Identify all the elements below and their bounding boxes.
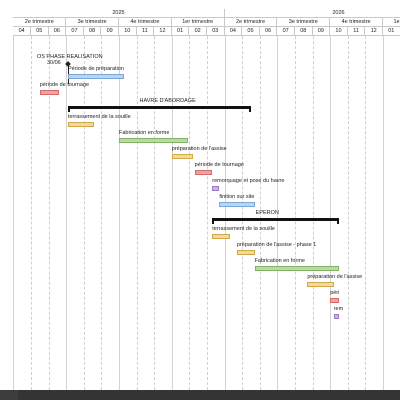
month-gridline bbox=[66, 36, 68, 390]
task-label: terrassement de la souille bbox=[212, 226, 275, 232]
task-bar[interactable] bbox=[333, 314, 339, 319]
task-label: période de tournage bbox=[194, 162, 244, 168]
month-gridline bbox=[207, 36, 208, 390]
summary-bar[interactable] bbox=[67, 106, 252, 112]
month-cell: 04 bbox=[13, 27, 31, 36]
month-cell: 11 bbox=[136, 27, 155, 36]
task-bar[interactable] bbox=[307, 282, 334, 287]
month-cell: 07 bbox=[66, 27, 84, 36]
quarter-cell: 1er trimestre bbox=[171, 18, 225, 27]
month-gridline bbox=[330, 36, 332, 390]
month-gridline bbox=[83, 36, 85, 390]
task-bar[interactable] bbox=[119, 138, 188, 143]
quarter-cell: 4e trimestre bbox=[330, 18, 383, 27]
month-cell: 12 bbox=[365, 27, 383, 36]
month-cell: 09 bbox=[101, 27, 119, 36]
month-cell: 10 bbox=[330, 27, 348, 36]
quarter-cell: 1er trimestre bbox=[383, 18, 400, 27]
month-cell: 04 bbox=[224, 27, 243, 36]
task-label: préparation de l'assise - phase 1 bbox=[236, 242, 317, 248]
month-cell: 01 bbox=[383, 27, 400, 36]
summary-label: EPERON bbox=[255, 210, 279, 216]
month-cell: 05 bbox=[31, 27, 49, 36]
month-cell: 09 bbox=[312, 27, 331, 36]
month-gridline bbox=[295, 36, 296, 390]
month-gridline bbox=[101, 36, 103, 390]
year-cell: 2026 bbox=[224, 9, 400, 18]
task-label: péri bbox=[330, 290, 340, 296]
quarter-cell: 2e trimestre bbox=[224, 18, 278, 27]
month-gridline bbox=[242, 36, 244, 390]
task-label: Fabrication en forme bbox=[119, 130, 170, 136]
month-gridline bbox=[13, 36, 15, 390]
month-cell: 06 bbox=[48, 27, 67, 36]
summary-label: HAVRE D'ABORDAGE bbox=[139, 98, 196, 104]
milestone-label: OS PHASE REALISATION bbox=[36, 54, 103, 60]
month-gridline bbox=[259, 36, 261, 390]
year-cell: 2025 bbox=[13, 9, 225, 18]
month-gridline bbox=[171, 36, 173, 390]
task-bar[interactable] bbox=[212, 186, 220, 191]
month-cell: 05 bbox=[242, 27, 260, 36]
month-gridline bbox=[312, 36, 314, 390]
task-label: Fabrication en forme bbox=[254, 258, 305, 264]
quarter-cell: 4e trimestre bbox=[119, 18, 172, 27]
task-label: terrassement de la souille bbox=[67, 114, 131, 120]
month-cell: 11 bbox=[347, 27, 366, 36]
month-cell: 08 bbox=[295, 27, 313, 36]
task-bar[interactable] bbox=[67, 74, 125, 79]
task-bar[interactable] bbox=[39, 90, 60, 95]
month-gridline bbox=[48, 36, 50, 390]
task-label: période de tournage bbox=[39, 82, 90, 88]
task-label: remorquage et pose du havre bbox=[212, 178, 285, 184]
task-label: rem bbox=[333, 306, 344, 312]
month-header-row: 04 05 06 07 08 09 10 11 12 01 02 03 04 05 06 07 08 09 10 11… bbox=[0, 27, 400, 36]
month-gridline bbox=[383, 36, 384, 390]
month-cell: 01 bbox=[171, 27, 190, 36]
month-cell: 07 bbox=[277, 27, 295, 36]
month-cell: 03 bbox=[207, 27, 225, 36]
quarter-header-row: 2e trimestre 3e trimestre 4e trimestre 1er … bbox=[0, 18, 400, 27]
month-gridline bbox=[119, 36, 120, 390]
task-bar[interactable] bbox=[330, 298, 339, 303]
task-bar[interactable] bbox=[67, 122, 95, 127]
year-header-row: 2025 2026 bbox=[0, 9, 400, 18]
milestone-date: 30/06 bbox=[46, 60, 61, 66]
os-taskbar bbox=[0, 390, 400, 400]
task-bar[interactable] bbox=[171, 154, 193, 159]
month-cell: 12 bbox=[154, 27, 172, 36]
month-cell: 10 bbox=[119, 27, 137, 36]
task-label: finition sur site bbox=[219, 194, 255, 200]
task-bar[interactable] bbox=[236, 250, 255, 255]
month-gridline bbox=[365, 36, 367, 390]
gantt-chart: 2025 2026 2e trimestre 3e trimestre 4e trim… bbox=[0, 9, 400, 390]
month-gridline bbox=[347, 36, 349, 390]
month-gridline bbox=[136, 36, 138, 390]
task-bar[interactable] bbox=[254, 266, 339, 271]
month-gridline bbox=[189, 36, 191, 390]
month-cell: 06 bbox=[259, 27, 278, 36]
month-gridline bbox=[154, 36, 156, 390]
start-button[interactable] bbox=[0, 390, 18, 400]
quarter-cell: 2e trimestre bbox=[13, 18, 67, 27]
task-label: Période de préparation bbox=[67, 66, 124, 72]
month-cell: 02 bbox=[189, 27, 207, 36]
task-bar[interactable] bbox=[194, 170, 213, 175]
month-gridline bbox=[277, 36, 279, 390]
task-bar[interactable] bbox=[212, 234, 230, 239]
month-cell: 08 bbox=[83, 27, 102, 36]
month-gridline bbox=[31, 36, 32, 390]
quarter-cell: 3e trimestre bbox=[66, 18, 119, 27]
summary-bar[interactable] bbox=[212, 218, 339, 224]
task-label: préparation de l'assise bbox=[307, 274, 363, 280]
task-bar[interactable] bbox=[219, 202, 255, 207]
task-label: préparation de l'assise bbox=[171, 146, 227, 152]
quarter-cell: 3e trimestre bbox=[277, 18, 331, 27]
month-gridline bbox=[224, 36, 226, 390]
